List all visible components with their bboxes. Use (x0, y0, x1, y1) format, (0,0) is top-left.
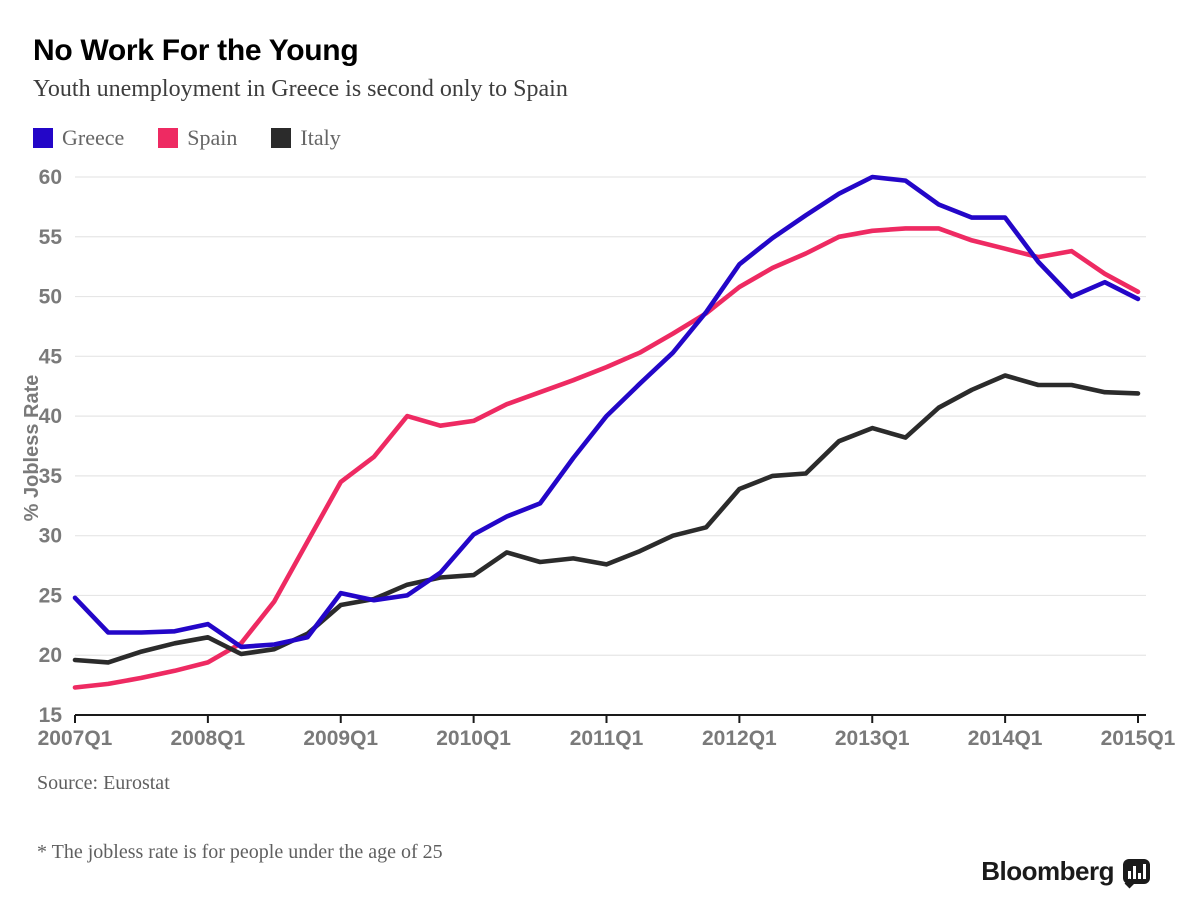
x-tick-label: 2014Q1 (968, 727, 1043, 750)
x-tick-label: 2007Q1 (38, 727, 113, 750)
y-tick-label: 35 (39, 465, 63, 488)
greece-line (72, 174, 1141, 650)
greece-swatch (33, 128, 53, 148)
bloomberg-chart-icon (1123, 859, 1150, 884)
legend-label-spain: Spain (187, 125, 238, 150)
x-tick-label: 2011Q1 (570, 727, 644, 750)
x-tick-label: 2015Q1 (1101, 727, 1176, 750)
legend-item-greece: Greece (33, 125, 124, 151)
x-tick-label: 2009Q1 (303, 727, 378, 750)
x-tick-label: 2012Q1 (702, 727, 777, 750)
y-tick-label: 25 (39, 584, 63, 607)
y-tick-label: 30 (39, 525, 62, 548)
italy-swatch (271, 128, 292, 148)
spain-line (72, 226, 1141, 690)
legend: Greece Spain Italy (33, 125, 341, 151)
y-tick-label: 15 (39, 704, 63, 727)
y-tick-label: 60 (39, 166, 62, 189)
bloomberg-wordmark: Bloomberg (981, 856, 1114, 886)
y-tick-label: 20 (39, 644, 62, 667)
spain-swatch (158, 128, 179, 148)
legend-label-italy: Italy (300, 125, 341, 150)
source-note: Source: Eurostat (37, 772, 170, 794)
y-tick-label: 55 (39, 226, 63, 249)
x-tick-label: 2010Q1 (436, 727, 511, 750)
y-tick-label: 45 (39, 345, 63, 368)
page-subtitle: Youth unemployment in Greece is second o… (33, 76, 568, 102)
bloomberg-logo: Bloomberg (981, 856, 1150, 887)
footnote: * The jobless rate is for people under t… (37, 841, 443, 863)
legend-item-spain: Spain (158, 125, 237, 151)
y-tick-label: 50 (39, 286, 62, 309)
legend-item-italy: Italy (271, 125, 341, 151)
page-title: No Work For the Young (33, 34, 359, 67)
italy-line (72, 373, 1141, 665)
y-tick-label: 40 (39, 405, 62, 428)
chart-canvas: 15 20 25 30 35 40 45 50 55 60 2007Q1 2008Q1 2009Q1 20… (21, 166, 1176, 750)
y-axis-title: % Jobless Rate (21, 375, 43, 522)
legend-label-greece: Greece (62, 125, 125, 150)
x-tick-label: 2013Q1 (835, 727, 910, 750)
x-tick-label: 2008Q1 (171, 727, 246, 750)
